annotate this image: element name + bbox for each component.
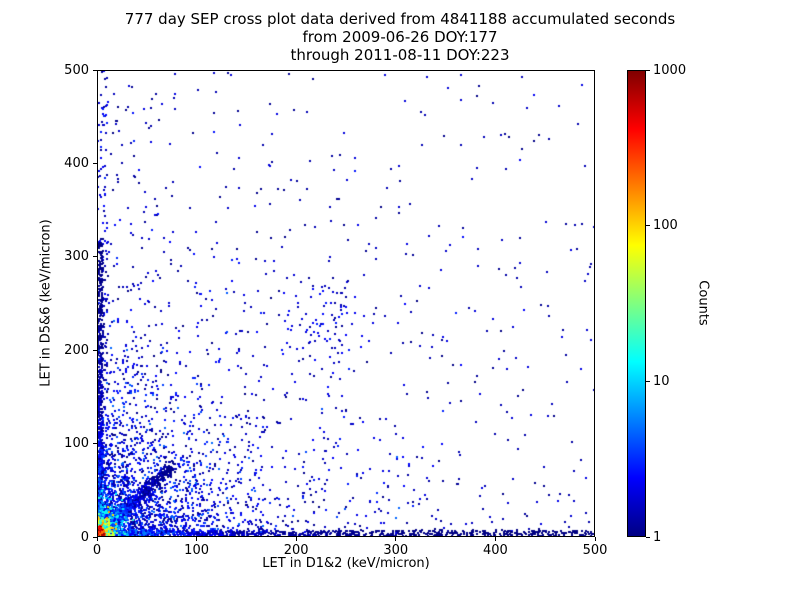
x-tick-mark bbox=[395, 537, 397, 541]
x-tick-mark bbox=[494, 537, 496, 541]
colorbar-gradient bbox=[627, 70, 646, 537]
colorbar-tick-mark bbox=[646, 380, 650, 382]
x-tick-label: 200 bbox=[283, 543, 309, 558]
x-axis-label: LET in D1&2 (keV/micron) bbox=[262, 556, 430, 571]
colorbar-tick-mark bbox=[646, 69, 650, 71]
y-tick-mark bbox=[93, 69, 97, 71]
x-tick-mark bbox=[196, 537, 198, 541]
x-tick-label: 0 bbox=[92, 543, 102, 558]
y-tick-label: 300 bbox=[64, 249, 89, 265]
y-tick-mark bbox=[93, 443, 97, 445]
chart-title-line-3: through 2011-08-11 DOY:223 bbox=[290, 46, 510, 64]
y-tick-mark bbox=[93, 349, 97, 351]
y-tick-label: 500 bbox=[64, 62, 89, 78]
x-tick-label: 500 bbox=[582, 543, 608, 558]
x-tick-mark bbox=[594, 537, 596, 541]
x-tick-label: 400 bbox=[482, 543, 508, 558]
colorbar-tick-label: 10 bbox=[653, 373, 670, 389]
colorbar-tick-mark bbox=[646, 225, 650, 227]
colorbar-label: Counts bbox=[695, 280, 711, 326]
colorbar-tick-label: 1 bbox=[653, 529, 662, 545]
y-tick-label: 400 bbox=[64, 155, 89, 171]
colorbar-tick-label: 1000 bbox=[653, 62, 687, 78]
x-tick-label: 100 bbox=[184, 543, 209, 558]
y-tick-label: 0 bbox=[80, 529, 89, 545]
colorbar-tick-label: 100 bbox=[653, 218, 678, 234]
y-tick-mark bbox=[93, 256, 97, 258]
y-tick-mark bbox=[93, 162, 97, 164]
colorbar-tick-mark bbox=[646, 536, 650, 538]
plot-area bbox=[97, 70, 595, 537]
chart-title-line-2: from 2009-06-26 DOY:177 bbox=[302, 28, 498, 46]
x-tick-mark bbox=[96, 537, 98, 541]
y-tick-label: 200 bbox=[64, 342, 89, 358]
y-tick-mark bbox=[93, 536, 97, 538]
x-tick-mark bbox=[295, 537, 297, 541]
chart-title-line-1: 777 day SEP cross plot data derived from… bbox=[124, 10, 676, 28]
y-tick-label: 100 bbox=[64, 436, 89, 452]
y-axis-label: LET in D5&6 (keV/micron) bbox=[38, 219, 54, 387]
scatter-canvas bbox=[98, 71, 594, 536]
x-tick-label: 300 bbox=[383, 543, 409, 558]
